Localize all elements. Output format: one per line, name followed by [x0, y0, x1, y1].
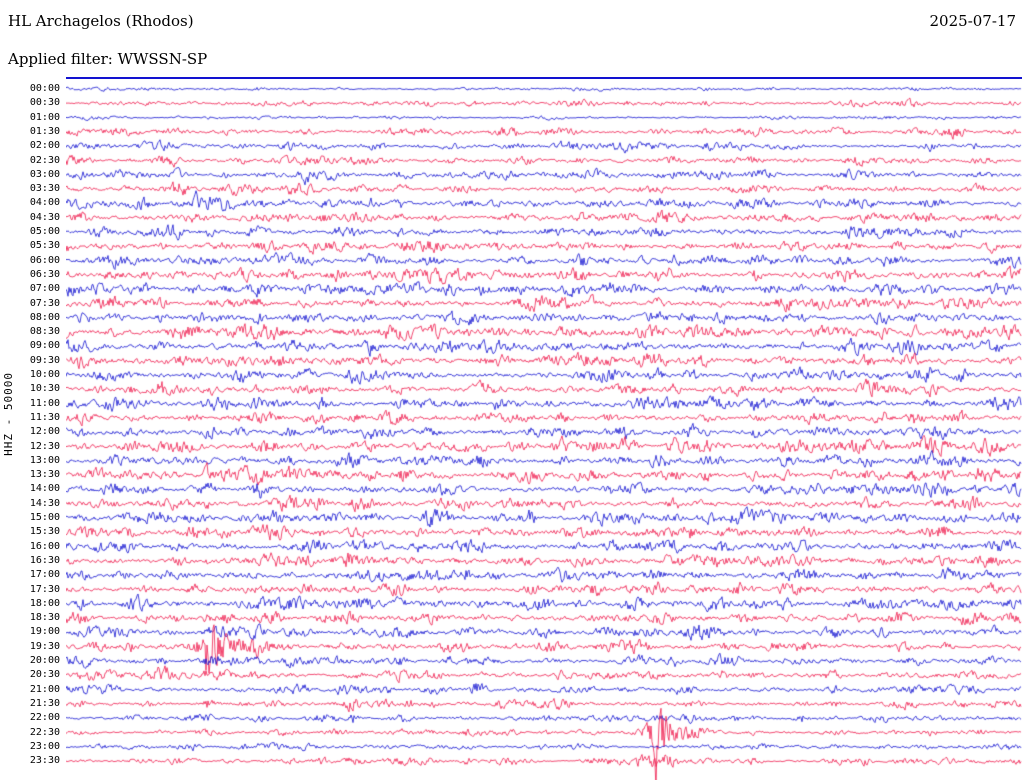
time-label: 02:00: [29, 140, 60, 152]
time-label: 18:00: [29, 597, 60, 609]
time-label: 03:00: [29, 168, 60, 180]
time-label: 17:00: [29, 569, 60, 581]
time-label: 07:00: [29, 283, 60, 295]
time-label: 23:00: [29, 740, 60, 752]
time-label: 16:00: [29, 540, 60, 552]
time-label: 01:30: [29, 125, 60, 137]
time-label: 20:30: [29, 669, 60, 681]
time-label: 10:00: [29, 369, 60, 380]
time-label: 17:30: [29, 583, 60, 595]
time-label: 20:00: [29, 655, 60, 666]
time-label: 09:30: [29, 354, 60, 366]
time-label: 14:30: [29, 497, 60, 509]
time-label: 19:00: [29, 626, 60, 638]
plot-top-border: [66, 77, 1022, 79]
helicorder-canvas: [66, 80, 1022, 780]
time-label: 00:00: [29, 83, 60, 94]
time-label: 03:30: [29, 183, 60, 195]
time-label: 23:30: [29, 755, 60, 767]
time-label: 01:00: [29, 111, 60, 123]
time-label: 04:00: [29, 197, 60, 209]
time-label: 10:30: [29, 383, 60, 395]
time-label: 11:30: [29, 411, 60, 423]
station-title: HL Archagelos (Rhodos): [8, 12, 194, 30]
time-label: 00:30: [29, 97, 60, 109]
time-label: 06:30: [29, 268, 60, 280]
time-label: 12:00: [29, 426, 60, 438]
time-label: 07:30: [29, 297, 60, 309]
time-label: 13:00: [29, 454, 60, 466]
date-label: 2025-07-17: [929, 12, 1016, 30]
time-label: 05:30: [29, 240, 60, 252]
time-label: 21:30: [29, 697, 60, 709]
time-label: 15:30: [29, 526, 60, 538]
time-label: 16:30: [29, 554, 60, 566]
time-label: 02:30: [29, 154, 60, 166]
time-label: 22:30: [29, 726, 60, 738]
time-label: 21:00: [29, 683, 60, 695]
time-label: 15:00: [29, 512, 60, 523]
time-label: 18:30: [29, 612, 60, 624]
time-labels: 00:00 00:30 01:00 01:30 02:00 02:30 03:00 03:30…: [0, 0, 64, 780]
time-label: 12:30: [29, 440, 60, 452]
time-label: 04:30: [29, 211, 60, 223]
time-label: 14:00: [29, 483, 60, 495]
time-label: 13:30: [29, 469, 60, 481]
time-label: 08:30: [29, 326, 60, 338]
time-label: 22:00: [29, 712, 60, 724]
time-label: 08:00: [29, 311, 60, 323]
time-label: 19:30: [29, 640, 60, 652]
time-label: 09:00: [29, 340, 60, 352]
time-label: 11:00: [29, 397, 60, 409]
filter-label: Applied filter: WWSSN-SP: [8, 50, 208, 68]
time-label: 06:00: [29, 254, 60, 266]
time-label: 05:00: [29, 226, 60, 237]
